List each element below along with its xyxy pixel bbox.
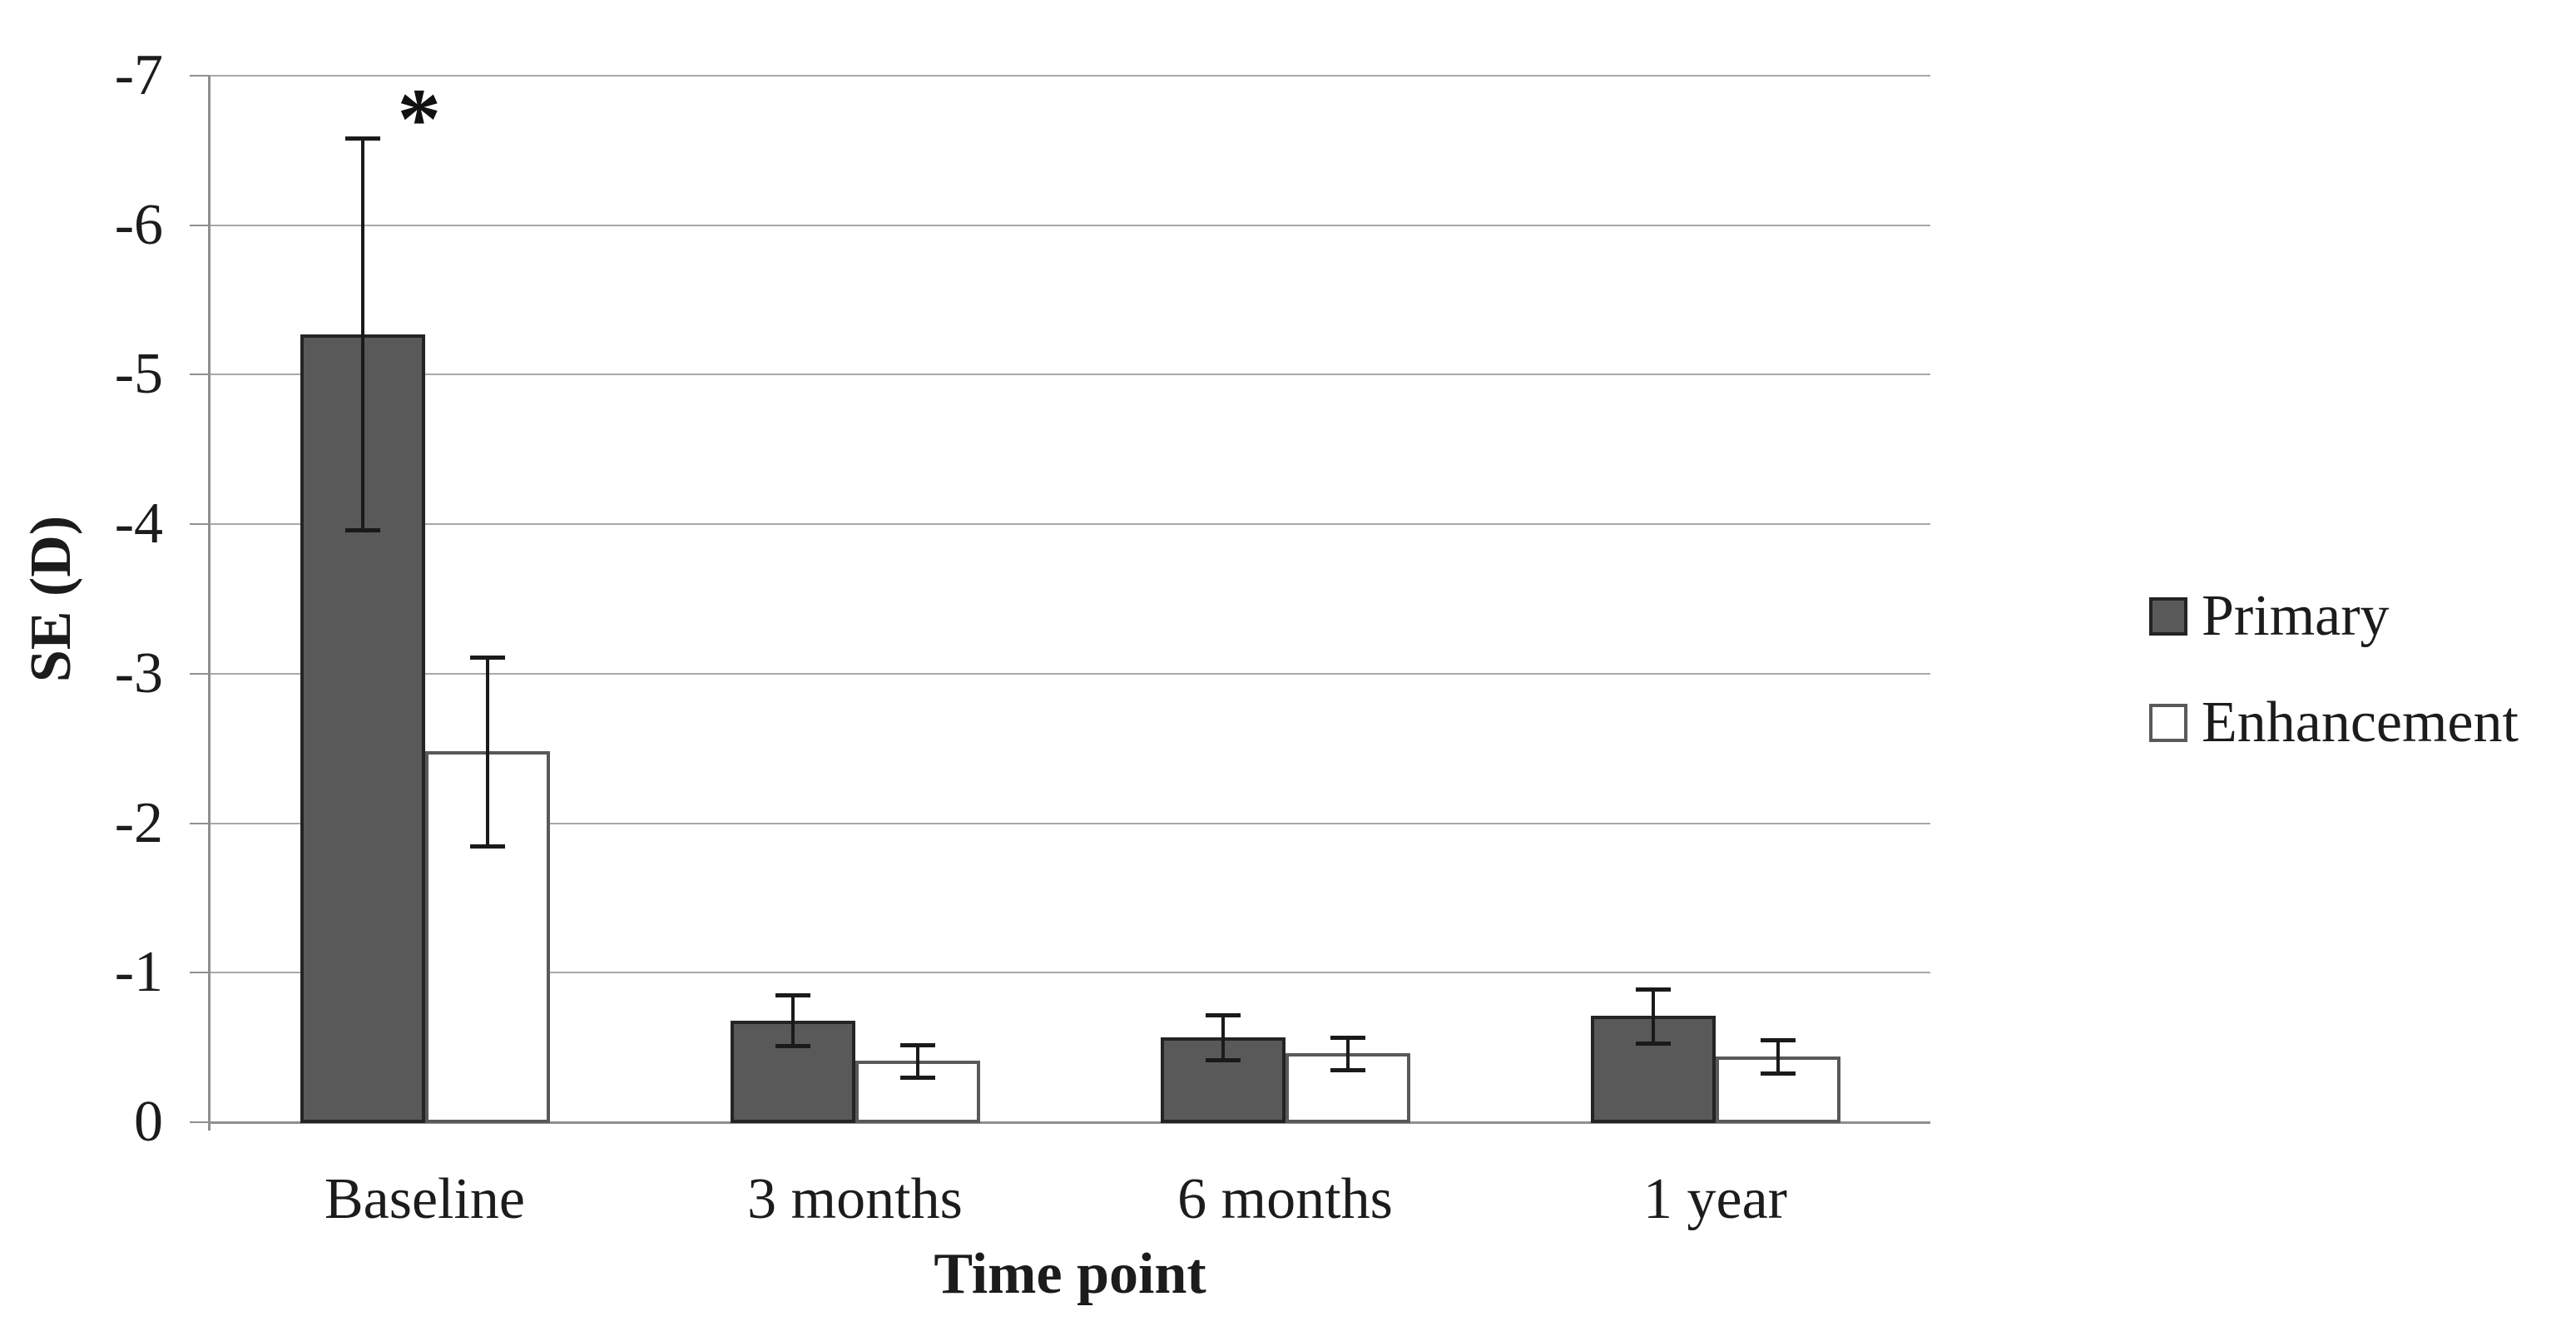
y-tick-mark [190, 672, 210, 675]
error-bar-cap-top [1330, 1035, 1365, 1040]
legend-swatch-primary [2149, 597, 2187, 636]
x-category-label: Baseline [324, 1167, 526, 1231]
error-bar-cap-bottom [1205, 1057, 1241, 1062]
error-bar-cap-bottom [344, 528, 380, 533]
error-bar-cap-top [469, 656, 505, 661]
error-bar-cap-bottom [775, 1044, 810, 1049]
error-bar-cap-top [899, 1042, 935, 1047]
y-tick-label: -3 [114, 641, 163, 705]
y-axis-line [208, 76, 211, 1131]
error-bar-line [1221, 1014, 1225, 1060]
gridline [210, 822, 1930, 824]
legend-item-enhancement: Enhancement [2149, 690, 2519, 755]
x-category-label: 3 months [747, 1167, 963, 1231]
y-tick-mark [190, 224, 210, 226]
x-axis-line [210, 1121, 1930, 1124]
error-bar-line [485, 657, 489, 846]
y-tick-mark [190, 822, 210, 824]
error-bar-line [360, 138, 364, 531]
error-bar-line [1345, 1037, 1350, 1071]
error-bar-line [1651, 989, 1655, 1043]
y-tick-label: -6 [114, 192, 163, 257]
gridline [210, 374, 1930, 376]
y-tick-label: 0 [134, 1090, 163, 1154]
error-bar-cap-bottom [1330, 1068, 1365, 1073]
y-tick-label: -4 [114, 492, 163, 557]
error-bar-line [1776, 1040, 1780, 1073]
error-bar-line [915, 1044, 919, 1078]
y-tick-mark [190, 1121, 210, 1123]
x-category-label: 1 year [1643, 1167, 1787, 1231]
error-bar-cap-top [1760, 1038, 1796, 1043]
y-tick-mark [190, 972, 210, 974]
x-axis-title: Time point [934, 1242, 1206, 1306]
legend-item-primary: Primary [2149, 584, 2519, 648]
error-bar-cap-top [344, 136, 380, 141]
error-bar-cap-bottom [899, 1076, 935, 1081]
legend-label-primary: Primary [2202, 584, 2390, 648]
y-tick-mark [190, 523, 210, 526]
x-category-label: 6 months [1177, 1167, 1393, 1231]
error-bar-cap-bottom [1760, 1071, 1796, 1076]
significance-asterisk: * [397, 70, 442, 168]
error-bar-cap-top [1635, 987, 1671, 992]
error-bar-cap-top [1205, 1012, 1241, 1017]
gridline [210, 672, 1930, 675]
gridline [210, 224, 1930, 226]
y-tick-mark [190, 75, 210, 77]
legend-swatch-enhancement [2149, 704, 2187, 742]
y-tick-label: -5 [114, 342, 163, 407]
error-bar-cap-bottom [469, 844, 505, 849]
y-tick-label: -7 [114, 43, 163, 107]
y-tick-label: -2 [114, 790, 163, 855]
gridline [210, 523, 1930, 526]
legend-label-enhancement: Enhancement [2202, 690, 2519, 755]
error-bar-cap-top [775, 993, 810, 998]
legend: Primary Enhancement [2149, 584, 2519, 800]
gridline [210, 75, 1930, 77]
y-tick-label: -1 [114, 940, 163, 1005]
gridline [210, 972, 1930, 974]
error-bar-line [790, 995, 795, 1047]
error-bar-cap-bottom [1635, 1041, 1671, 1046]
y-tick-mark [190, 374, 210, 376]
